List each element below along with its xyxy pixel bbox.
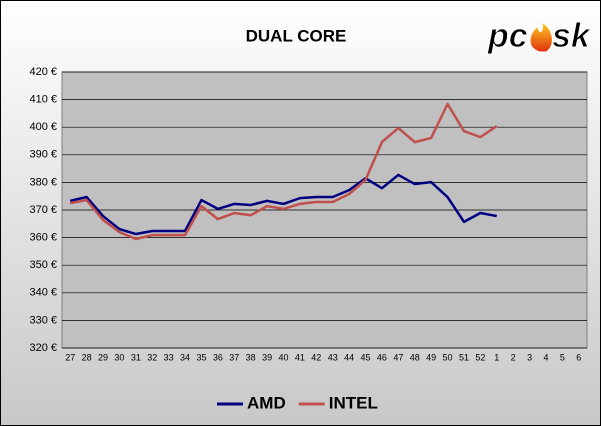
x-tick-label: 36	[213, 352, 223, 362]
x-tick-label: 6	[576, 352, 581, 362]
legend-label: AMD	[247, 393, 286, 412]
x-tick-label: 40	[278, 352, 288, 362]
x-tick-label: 52	[475, 352, 485, 362]
y-tick-label: 340 €	[29, 287, 57, 299]
y-tick-label: 320 €	[29, 342, 57, 354]
y-tick-label: 370 €	[29, 204, 57, 216]
x-tick-label: 39	[262, 352, 272, 362]
x-tick-label: 38	[246, 352, 256, 362]
y-tick-label: 330 €	[29, 314, 57, 326]
x-tick-label: 32	[147, 352, 157, 362]
data-line	[69, 102, 498, 241]
x-tick-label: 1	[494, 352, 499, 362]
logo-text: pc	[487, 17, 528, 55]
x-tick-label: 29	[98, 352, 108, 362]
x-tick-label: 42	[311, 352, 321, 362]
x-tick-label: 27	[65, 352, 75, 362]
x-tick-label: 28	[82, 352, 92, 362]
x-tick-label: 47	[393, 352, 403, 362]
logo-text: sk	[552, 17, 592, 55]
chart-title: DUAL CORE	[246, 26, 347, 45]
y-tick-label: 400 €	[29, 121, 57, 133]
x-tick-label: 37	[229, 352, 239, 362]
x-tick-label: 33	[164, 352, 174, 362]
x-tick-label: 5	[560, 352, 565, 362]
legend-label: INTEL	[329, 393, 378, 412]
x-tick-label: 49	[426, 352, 436, 362]
x-tick-label: 48	[410, 352, 420, 362]
logo-flame	[529, 20, 553, 53]
data-line	[69, 173, 497, 236]
x-tick-label: 50	[443, 352, 453, 362]
y-tick-label: 420 €	[29, 66, 57, 78]
y-tick-label: 360 €	[29, 232, 57, 244]
x-tick-label: 31	[131, 352, 141, 362]
y-tick-label: 380 €	[29, 176, 57, 188]
x-tick-label: 3	[527, 352, 532, 362]
x-tick-label: 34	[180, 352, 190, 362]
x-tick-label: 51	[459, 352, 469, 362]
x-tick-label: 35	[196, 352, 206, 362]
logo: pc sk	[487, 16, 593, 55]
y-tick-label: 390 €	[29, 149, 57, 161]
x-tick-label: 4	[543, 352, 548, 362]
x-tick-label: 46	[377, 352, 387, 362]
x-tick-label: 44	[344, 352, 354, 362]
y-tick-label: 350 €	[29, 259, 57, 271]
x-tick-label: 45	[361, 352, 371, 362]
y-tick-label: 410 €	[29, 94, 57, 106]
x-tick-label: 41	[295, 352, 305, 362]
x-tick-label: 2	[511, 352, 516, 362]
x-tick-label: 43	[328, 352, 338, 362]
x-tick-label: 30	[114, 352, 124, 362]
